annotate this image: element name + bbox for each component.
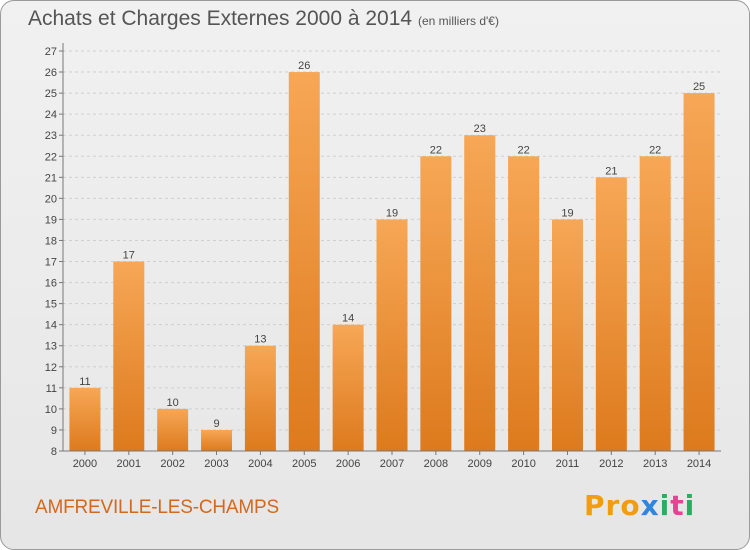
bar [595,177,627,451]
y-tick-label: 18 [45,235,57,247]
bar-value-label: 13 [254,334,266,346]
y-tick-label: 9 [51,425,57,437]
bar-value-label: 25 [693,81,705,93]
logo-letter: r [605,489,621,522]
bars [69,72,715,452]
y-tick-label: 16 [45,278,57,290]
bar [508,156,540,451]
x-tick-label: 2004 [248,458,272,470]
x-tick-label: 2009 [467,458,491,470]
y-tick-label: 24 [45,109,57,121]
x-tick-label: 2011 [556,458,580,470]
y-tick-label: 19 [45,214,57,226]
logo-letter: i [659,489,671,522]
x-tick-label: 2002 [160,458,184,470]
bar-value-label: 23 [474,123,486,135]
y-tick-label: 8 [51,446,57,458]
y-tick-label: 17 [45,257,57,269]
x-tick-label: 2000 [73,458,97,470]
bar [683,93,715,452]
y-tick-labels: 8 9 10 11 12 13 14 15 16 17 18 19 20 21 22 23 24 25 26 27 [45,46,57,458]
y-tick-label: 14 [45,320,57,332]
y-tick-label: 20 [45,193,57,205]
bar [420,156,452,451]
bar [332,324,364,451]
commune-name: AMFREVILLE-LES-CHAMPS [35,497,279,518]
bar [376,219,408,451]
x-tick-label: 2006 [336,458,360,470]
x-tick-label: 2010 [511,458,535,470]
y-tick-label: 26 [45,67,57,79]
y-tick-label: 23 [45,130,57,142]
y-tick-label: 10 [45,404,57,416]
bar [201,429,233,451]
y-tick-label: 22 [45,151,57,163]
x-tick-label: 2008 [424,458,448,470]
logo-letter: o [620,489,641,522]
logo-letter: P [584,489,606,522]
bar-value-label: 22 [517,144,529,156]
y-tick-label: 11 [46,383,57,395]
chart-title: Achats et Charges Externes 2000 à 2014 [28,7,413,30]
bar [464,135,496,452]
bar-value-label: 19 [386,207,398,219]
bar [69,387,101,451]
x-tick-label: 2005 [292,458,316,470]
logo-letter: i [684,489,696,522]
bar-value-label: 21 [605,165,617,177]
y-tick-label: 25 [45,88,57,100]
bar [551,219,583,451]
x-tick-labels: 2000 2001 2002 2003 2004 2005 2006 2007 2008 2009… [73,451,711,470]
bar-value-label: 19 [561,207,573,219]
bar-value-label: 22 [430,144,442,156]
bar-value-label: 9 [213,418,219,430]
x-tick-label: 2014 [687,458,711,470]
bar-value-label: 26 [298,60,310,72]
x-tick-label: 2013 [643,458,667,470]
x-tick-label: 2007 [380,458,404,470]
chart-subtitle: (en milliers d'€) [418,14,499,28]
bar-value-label: 22 [649,144,661,156]
logo-letter: t [670,489,685,522]
x-tick-label: 2001 [117,458,141,470]
y-tick-label: 13 [45,341,57,353]
bar [288,72,320,451]
data-labels: 11 17 10 9 13 26 14 19 22 23 22 19 21 22 25 [79,60,705,430]
bar [157,408,189,451]
bar-value-label: 17 [123,250,135,262]
logo-letter: x [640,489,660,522]
bar-value-label: 10 [167,397,179,409]
y-tick-label: 21 [45,172,57,184]
proxiti-logo: Proxiti [584,489,695,522]
x-tick-label: 2003 [204,458,228,470]
y-tick-label: 12 [45,362,57,374]
bar-value-label: 14 [342,313,354,325]
bar [639,156,671,451]
y-tick-label: 27 [45,46,57,58]
bar-value-label: 11 [79,376,90,388]
bar [113,261,145,451]
y-tick-label: 15 [45,299,57,311]
bar [244,345,276,451]
x-tick-label: 2012 [599,458,623,470]
